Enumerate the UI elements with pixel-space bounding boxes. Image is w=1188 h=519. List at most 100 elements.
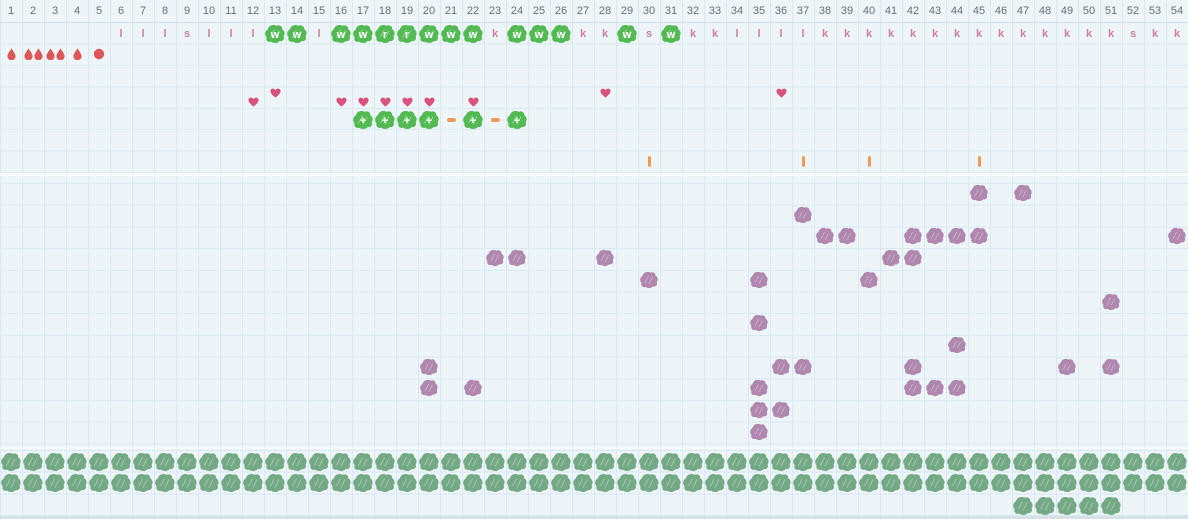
- bush-icon[interactable]: [880, 452, 902, 472]
- plus-blob-icon[interactable]: +: [352, 110, 374, 130]
- heart-icon[interactable]: [770, 88, 792, 98]
- weather-letter[interactable]: k: [968, 25, 990, 43]
- purple-blob-icon[interactable]: [903, 358, 923, 376]
- purple-blob-icon[interactable]: [925, 227, 945, 245]
- bush-icon[interactable]: [308, 452, 330, 472]
- bush-icon[interactable]: [1012, 496, 1034, 516]
- bush-icon[interactable]: [374, 473, 396, 493]
- plus-blob-icon[interactable]: +: [374, 110, 396, 130]
- bush-icon[interactable]: [418, 473, 440, 493]
- bush-icon[interactable]: [66, 473, 88, 493]
- purple-blob-icon[interactable]: [749, 379, 769, 397]
- purple-blob-icon[interactable]: [947, 336, 967, 354]
- weather-letter[interactable]: l: [242, 25, 264, 43]
- purple-blob-icon[interactable]: [419, 358, 439, 376]
- bush-icon[interactable]: [968, 473, 990, 493]
- purple-blob-icon[interactable]: [969, 227, 989, 245]
- weather-blob-w-icon[interactable]: w: [264, 24, 286, 44]
- bush-icon[interactable]: [308, 473, 330, 493]
- weather-letter[interactable]: k: [1012, 25, 1034, 43]
- bush-icon[interactable]: [1078, 452, 1100, 472]
- purple-blob-icon[interactable]: [595, 249, 615, 267]
- tick-icon[interactable]: [638, 156, 660, 167]
- plus-blob-icon[interactable]: +: [506, 110, 528, 130]
- bush-icon[interactable]: [1034, 473, 1056, 493]
- bush-icon[interactable]: [66, 452, 88, 472]
- purple-blob-icon[interactable]: [639, 271, 659, 289]
- purple-blob-icon[interactable]: [969, 184, 989, 202]
- purple-blob-icon[interactable]: [903, 379, 923, 397]
- bush-icon[interactable]: [660, 452, 682, 472]
- bush-icon[interactable]: [682, 452, 704, 472]
- purple-blob-icon[interactable]: [793, 358, 813, 376]
- heart-icon[interactable]: [352, 97, 374, 107]
- bush-icon[interactable]: [1012, 452, 1034, 472]
- purple-blob-icon[interactable]: [837, 227, 857, 245]
- bush-icon[interactable]: [242, 473, 264, 493]
- heart-icon[interactable]: [330, 97, 352, 107]
- purple-blob-icon[interactable]: [859, 271, 879, 289]
- bush-icon[interactable]: [1056, 496, 1078, 516]
- weather-letter[interactable]: k: [1100, 25, 1122, 43]
- bush-icon[interactable]: [946, 452, 968, 472]
- bush-icon[interactable]: [902, 452, 924, 472]
- weather-blob-w-icon[interactable]: w: [440, 24, 462, 44]
- bush-icon[interactable]: [484, 473, 506, 493]
- purple-blob-icon[interactable]: [1167, 227, 1187, 245]
- weather-letter[interactable]: k: [572, 25, 594, 43]
- bush-icon[interactable]: [616, 473, 638, 493]
- bush-icon[interactable]: [506, 452, 528, 472]
- weather-letter[interactable]: l: [792, 25, 814, 43]
- water-drop-icon[interactable]: [66, 48, 88, 60]
- weather-blob-w-icon[interactable]: w: [528, 24, 550, 44]
- water-drop-icon[interactable]: [22, 48, 44, 60]
- bush-icon[interactable]: [440, 473, 462, 493]
- weather-letter[interactable]: k: [1144, 25, 1166, 43]
- bush-icon[interactable]: [924, 452, 946, 472]
- bush-icon[interactable]: [88, 452, 110, 472]
- bush-icon[interactable]: [110, 452, 132, 472]
- weather-blob-r-icon[interactable]: r: [396, 24, 418, 44]
- tick-icon[interactable]: [792, 156, 814, 167]
- weather-letter[interactable]: k: [880, 25, 902, 43]
- purple-blob-icon[interactable]: [1101, 293, 1121, 311]
- weather-letter[interactable]: k: [1166, 25, 1188, 43]
- bush-icon[interactable]: [792, 452, 814, 472]
- bush-icon[interactable]: [440, 452, 462, 472]
- bush-icon[interactable]: [902, 473, 924, 493]
- bush-icon[interactable]: [330, 452, 352, 472]
- weather-letter[interactable]: k: [594, 25, 616, 43]
- bush-icon[interactable]: [770, 473, 792, 493]
- weather-letter[interactable]: l: [770, 25, 792, 43]
- bush-icon[interactable]: [220, 473, 242, 493]
- heart-icon[interactable]: [594, 88, 616, 98]
- bush-icon[interactable]: [572, 473, 594, 493]
- heart-icon[interactable]: [396, 97, 418, 107]
- bush-icon[interactable]: [1078, 496, 1100, 516]
- timeline-section[interactable]: 1234567891011121314151617181920212223242…: [0, 0, 1188, 173]
- weather-letter[interactable]: k: [814, 25, 836, 43]
- purple-blob-icon[interactable]: [947, 227, 967, 245]
- purple-blob-icon[interactable]: [925, 379, 945, 397]
- weather-letter[interactable]: s: [638, 25, 660, 43]
- purple-blob-icon[interactable]: [793, 206, 813, 224]
- purple-blob-icon[interactable]: [903, 249, 923, 267]
- bush-icon[interactable]: [726, 473, 748, 493]
- dash-icon[interactable]: [440, 118, 462, 122]
- bush-icon[interactable]: [770, 452, 792, 472]
- bush-icon[interactable]: [374, 452, 396, 472]
- weather-letter[interactable]: k: [1034, 25, 1056, 43]
- purple-blob-icon[interactable]: [507, 249, 527, 267]
- bush-icon[interactable]: [154, 473, 176, 493]
- bush-icon[interactable]: [748, 452, 770, 472]
- bush-icon[interactable]: [836, 452, 858, 472]
- bush-icon[interactable]: [0, 473, 22, 493]
- weather-letter[interactable]: k: [1056, 25, 1078, 43]
- heart-icon[interactable]: [264, 88, 286, 98]
- purple-blob-icon[interactable]: [749, 314, 769, 332]
- purple-blob-icon[interactable]: [771, 358, 791, 376]
- weather-letter[interactable]: l: [154, 25, 176, 43]
- purple-blob-icon[interactable]: [1101, 358, 1121, 376]
- bush-icon[interactable]: [858, 473, 880, 493]
- bush-icon[interactable]: [704, 473, 726, 493]
